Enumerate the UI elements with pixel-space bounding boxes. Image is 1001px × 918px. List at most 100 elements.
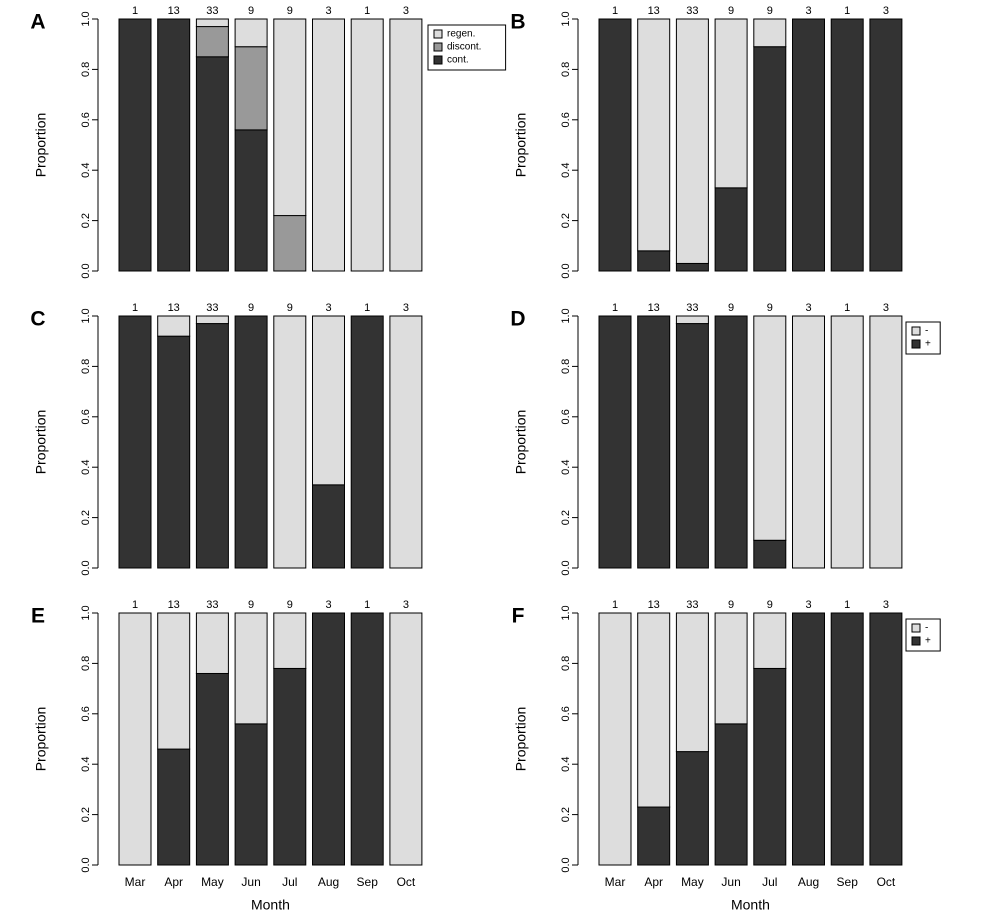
bar-segment [273, 215, 307, 272]
bar-segment [195, 612, 229, 674]
count-label: 33 [206, 5, 218, 17]
y-tick-label: 0.4 [560, 757, 572, 772]
count-label: 3 [403, 5, 409, 17]
legend-label: - [925, 326, 928, 337]
legend-swatch [911, 636, 921, 646]
count-label: 3 [403, 302, 409, 314]
count-label: 33 [206, 302, 218, 314]
count-label: 1 [612, 302, 618, 314]
bar-segment [714, 187, 748, 272]
bar-segment [157, 612, 191, 750]
count-label: 1 [132, 5, 138, 17]
count-label: 9 [287, 302, 293, 314]
bar-segment [869, 315, 903, 569]
x-tick-label: Mar [605, 875, 626, 889]
y-tick-label: 1.0 [560, 11, 572, 26]
y-axis-label: Proportion [513, 113, 529, 178]
bar-segment [869, 612, 903, 866]
x-tick-label: Aug [318, 875, 339, 889]
y-tick-label: 0.8 [560, 656, 572, 671]
count-label: 13 [648, 302, 660, 314]
bar-segment [792, 612, 825, 866]
y-tick-label: 0.0 [560, 857, 572, 872]
count-label: 1 [612, 5, 618, 17]
count-label: 1 [364, 599, 370, 611]
count-label: 3 [325, 5, 331, 17]
y-tick-label: 0.2 [80, 510, 92, 525]
bar-segment [389, 315, 423, 569]
legend-swatch [911, 623, 921, 633]
y-tick-label: 1.0 [80, 605, 92, 620]
count-label: 13 [168, 599, 180, 611]
bar-segment [830, 315, 864, 569]
y-tick-label: 0.4 [560, 163, 572, 178]
bar-segment [830, 612, 864, 866]
legend-swatch [911, 326, 921, 336]
x-tick-label: Jun [241, 875, 260, 889]
x-tick-label: Apr [164, 875, 183, 889]
y-tick-label: 0.0 [80, 263, 92, 278]
count-label: 33 [686, 599, 698, 611]
count-label: 9 [767, 302, 773, 314]
count-label: 9 [248, 302, 254, 314]
y-tick-label: 0.6 [560, 409, 572, 424]
y-axis-label: Proportion [513, 707, 529, 772]
count-label: 3 [883, 599, 889, 611]
count-label: 1 [132, 599, 138, 611]
bar-segment [714, 612, 748, 725]
count-label: 3 [805, 302, 811, 314]
x-tick-label: Aug [798, 875, 819, 889]
panel-label: D [510, 308, 525, 331]
count-label: 13 [168, 5, 180, 17]
y-tick-label: 0.2 [560, 213, 572, 228]
bar-segment [675, 262, 709, 272]
bar-segment [753, 612, 787, 669]
bar-segment [389, 612, 423, 866]
bar-segment [675, 315, 709, 325]
bar-segment [389, 18, 423, 272]
panel-label: E [31, 605, 45, 628]
y-tick-label: 0.8 [560, 359, 572, 374]
x-tick-label: Oct [877, 875, 896, 889]
count-label: 3 [325, 302, 331, 314]
y-tick-label: 0.6 [80, 706, 92, 721]
y-axis-label: Proportion [33, 410, 49, 475]
x-tick-label: May [681, 875, 704, 889]
bar-segment [234, 129, 268, 272]
bar-segment [598, 18, 632, 272]
count-label: 3 [805, 599, 811, 611]
y-axis-label: Proportion [33, 113, 49, 178]
bar-segment [118, 315, 152, 569]
y-tick-label: 0.6 [80, 112, 92, 127]
x-tick-label: Mar [125, 875, 146, 889]
bar-segment [312, 612, 345, 866]
y-tick-label: 0.6 [560, 706, 572, 721]
x-tick-label: Jun [721, 875, 740, 889]
y-tick-label: 0.8 [80, 656, 92, 671]
bar-segment [792, 18, 825, 272]
count-label: 3 [883, 302, 889, 314]
x-tick-label: Jul [762, 875, 777, 889]
y-tick-label: 0.2 [80, 807, 92, 822]
legend-label: + [925, 636, 931, 647]
count-label: 1 [132, 302, 138, 314]
count-label: 3 [805, 5, 811, 17]
count-label: 33 [686, 5, 698, 17]
y-tick-label: 0.4 [80, 757, 92, 772]
count-label: 9 [287, 5, 293, 17]
y-tick-label: 0.6 [80, 409, 92, 424]
count-label: 33 [206, 599, 218, 611]
count-label: 9 [248, 599, 254, 611]
count-label: 1 [844, 599, 850, 611]
bar-segment [675, 751, 709, 866]
y-tick-label: 0.4 [80, 460, 92, 475]
bar-segment [157, 748, 191, 866]
bar-segment [312, 315, 345, 486]
legend-swatch [433, 55, 443, 65]
bar-segment [830, 18, 864, 272]
count-label: 1 [844, 302, 850, 314]
legend-swatch [433, 29, 443, 39]
count-label: 1 [612, 599, 618, 611]
bar-segment [195, 26, 229, 58]
y-tick-label: 0.0 [560, 560, 572, 575]
